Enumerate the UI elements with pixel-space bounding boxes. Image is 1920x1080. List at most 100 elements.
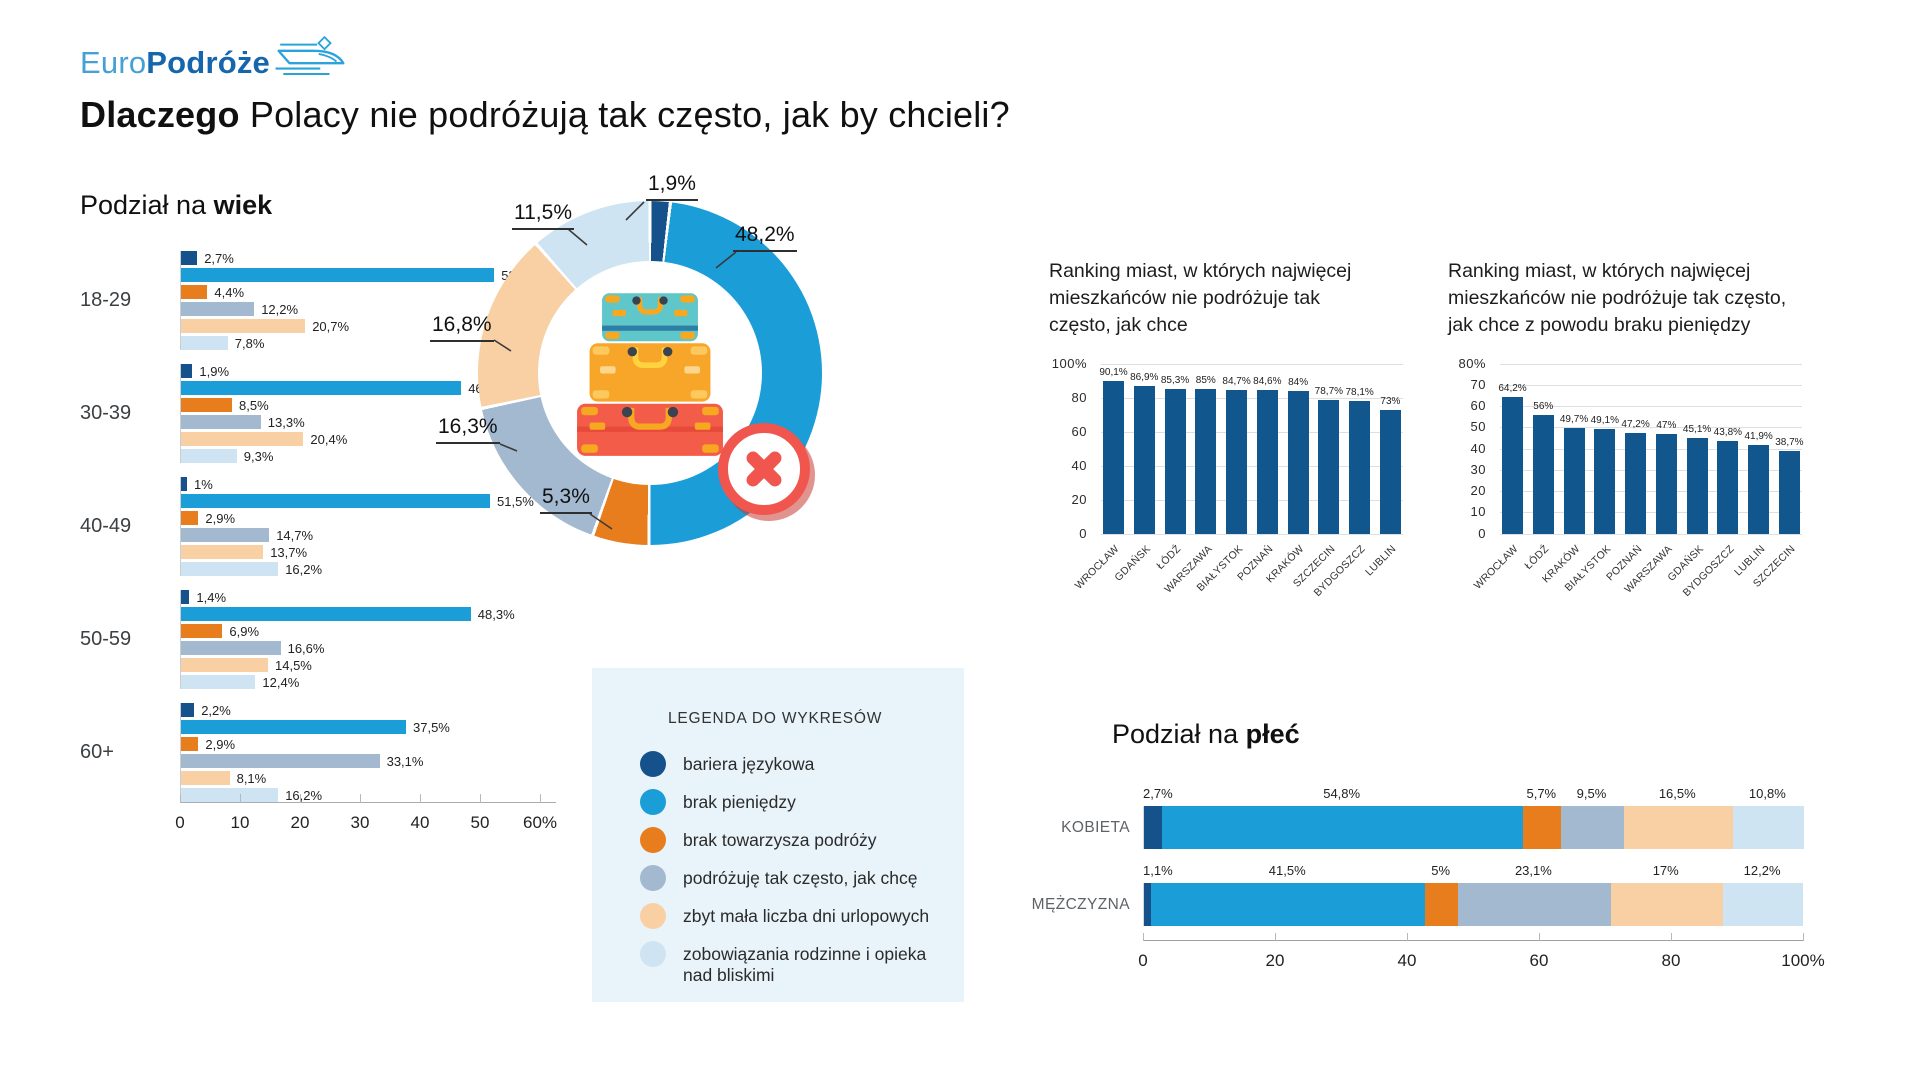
gender-bar-line: KOBIETA bbox=[1000, 806, 1860, 849]
bar-row: 6,9% bbox=[181, 624, 600, 639]
bar bbox=[181, 381, 462, 395]
bar-value-label: 12,2% bbox=[261, 301, 299, 317]
bar-segment bbox=[1151, 883, 1426, 926]
gender-row: 2,7% 54,8% 5,7% 9,5% 16,5% 10,8% KOBIETA bbox=[1000, 786, 1860, 849]
gender-title-bold: płeć bbox=[1245, 719, 1300, 749]
legend-item-label: zobowiązania rodzinne i opieka nad blisk… bbox=[683, 944, 927, 986]
bar-row: 16,6% bbox=[181, 641, 600, 656]
gridline bbox=[1500, 533, 1802, 535]
bar-segment bbox=[1144, 883, 1152, 926]
bar-slot: 49,1% BIAŁYSTOK bbox=[1562, 415, 1619, 593]
stacked-bar bbox=[1143, 883, 1804, 926]
axis-tick-label: 50 bbox=[470, 813, 490, 832]
bar bbox=[181, 658, 268, 672]
bar-slot: 90,1% WROCŁAW bbox=[1073, 367, 1127, 592]
gridline bbox=[1500, 363, 1802, 365]
bar-value-label: 47% bbox=[1656, 419, 1677, 431]
bar bbox=[1563, 428, 1585, 534]
y-axis-tick: 70 bbox=[1470, 376, 1486, 392]
axis-tick bbox=[180, 794, 181, 803]
bar-value-label: 86,9% bbox=[1130, 372, 1159, 383]
bar bbox=[1256, 389, 1278, 534]
bar-row: 13,7% bbox=[181, 545, 600, 560]
bar-value-label: 4,4% bbox=[214, 284, 245, 300]
y-axis-tick: 30 bbox=[1470, 461, 1486, 477]
donut-slice-label: 48,2% bbox=[733, 223, 797, 252]
legend-item: podróżuję tak często, jak chcę bbox=[640, 865, 942, 891]
bar-value-label: 49,1% bbox=[1590, 415, 1619, 427]
axis-tick bbox=[420, 794, 421, 803]
bar-slot: 86,9% GDAŃSK bbox=[1112, 372, 1158, 583]
bar-row: 8,5% bbox=[181, 398, 600, 413]
bar-value-label: 38,7% bbox=[1775, 437, 1804, 449]
age-group-label: 50-59 bbox=[80, 628, 132, 650]
bar bbox=[1778, 451, 1800, 534]
bar bbox=[1748, 444, 1770, 534]
bar-slot: 78,1% BYDGOSZCZ bbox=[1312, 387, 1374, 599]
x-axis-label: WROCŁAW bbox=[1073, 542, 1122, 592]
bar bbox=[181, 641, 281, 655]
gridline bbox=[1500, 469, 1802, 471]
bar-row: 12,2% bbox=[181, 301, 600, 317]
age-group-row: 40-49 1% 51,5% 2,9% 14,7% 13,7% 16,2% bbox=[80, 477, 600, 577]
axis-tick bbox=[1671, 933, 1672, 941]
gridline bbox=[1101, 363, 1403, 365]
plot-gridlines bbox=[1500, 363, 1802, 535]
no-travel-icon bbox=[718, 423, 810, 515]
city-ranking-chart: 100% 80 60 40 20 0 90,1% WROCŁAW 86,9% GDAŃSK 85,… bbox=[1049, 356, 1403, 619]
bar bbox=[1133, 386, 1155, 534]
bar-slot: 73% LUBLIN bbox=[1364, 396, 1401, 578]
bar-value-label: 90,1% bbox=[1099, 366, 1128, 378]
bar-segment bbox=[1722, 883, 1804, 926]
bar-row: 48,3% bbox=[181, 606, 600, 622]
bar-value-label: 1,4% bbox=[196, 589, 227, 605]
y-axis-tick: 80% bbox=[1458, 355, 1486, 371]
bar bbox=[181, 788, 279, 802]
age-group-row: 18-292,7%52,2%4,4%12,2%20,7%7,8% bbox=[80, 250, 600, 351]
page-title-rest: Polacy nie podróżują tak często, jak by … bbox=[239, 94, 1010, 135]
age-group-bars: 1% 51,5% 2,9% 14,7% 13,7% 16,2% bbox=[180, 477, 600, 577]
bar-slot: 38,7% SZCZECIN bbox=[1751, 437, 1803, 589]
train-icon bbox=[275, 35, 345, 75]
bar-row: 1% bbox=[181, 477, 600, 492]
bar-value-label: 14,5% bbox=[275, 657, 312, 673]
bar-value-label: 2,7% bbox=[204, 250, 234, 266]
legend-color-dot bbox=[640, 827, 666, 853]
bar-row: 14,7% bbox=[181, 528, 600, 543]
suitcases-icon bbox=[577, 293, 723, 456]
y-axis-tick: 50 bbox=[1470, 419, 1486, 435]
y-axis: 100% 80 60 40 20 0 bbox=[1049, 356, 1095, 541]
bar-value-label: 48,3% bbox=[477, 606, 515, 622]
bar-slot: 41,9% LUBLIN bbox=[1732, 431, 1773, 578]
bar bbox=[1103, 380, 1124, 534]
segment-value-label: 2,7% bbox=[1143, 786, 1173, 801]
bar-row: 7,8% bbox=[181, 336, 600, 351]
bar-row: 4,4% bbox=[181, 284, 600, 300]
bar-slot: 85% WARSZAWA bbox=[1162, 375, 1217, 595]
bar bbox=[181, 432, 304, 446]
city-ranking-title: Ranking miast, w których najwięcej miesz… bbox=[1049, 260, 1352, 336]
bar bbox=[181, 562, 279, 576]
bar-slot: 47% WARSZAWA bbox=[1622, 420, 1677, 595]
x-axis-label: ŁÓDŹ bbox=[1154, 542, 1184, 572]
legend-title: LEGENDA DO WYKRESÓW bbox=[668, 710, 883, 727]
legend-item: zbyt mała liczba dni urlopowych bbox=[640, 903, 942, 929]
bar bbox=[1379, 409, 1401, 534]
bar bbox=[181, 590, 190, 604]
bar-row: 13,3% bbox=[181, 415, 600, 430]
logo-text-light: Euro bbox=[80, 45, 147, 80]
y-axis-tick: 40 bbox=[1071, 457, 1087, 473]
age-group-label: 30-39 bbox=[80, 402, 132, 424]
legend-item: brak pieniędzy bbox=[640, 789, 942, 815]
bar-value-label: 84,7% bbox=[1222, 375, 1251, 387]
bar bbox=[1287, 390, 1309, 534]
bar-value-label: 51,5% bbox=[497, 493, 534, 509]
bar bbox=[181, 703, 195, 717]
bar bbox=[181, 607, 471, 621]
gender-chart-x-axis: 0 20 40 60 80 100% bbox=[1138, 933, 1825, 985]
bar-value-label: 85% bbox=[1195, 375, 1216, 387]
axis-tick-label: 10 bbox=[230, 813, 250, 832]
bar-row: 9,3% bbox=[181, 449, 600, 464]
city-ranking-money-chart: 80% 70 60 50 40 30 20 10 0 64,2% WROCŁAW 56% ŁÓDŹ 49… bbox=[1448, 356, 1820, 619]
segment-value-label: 17% bbox=[1652, 863, 1679, 878]
